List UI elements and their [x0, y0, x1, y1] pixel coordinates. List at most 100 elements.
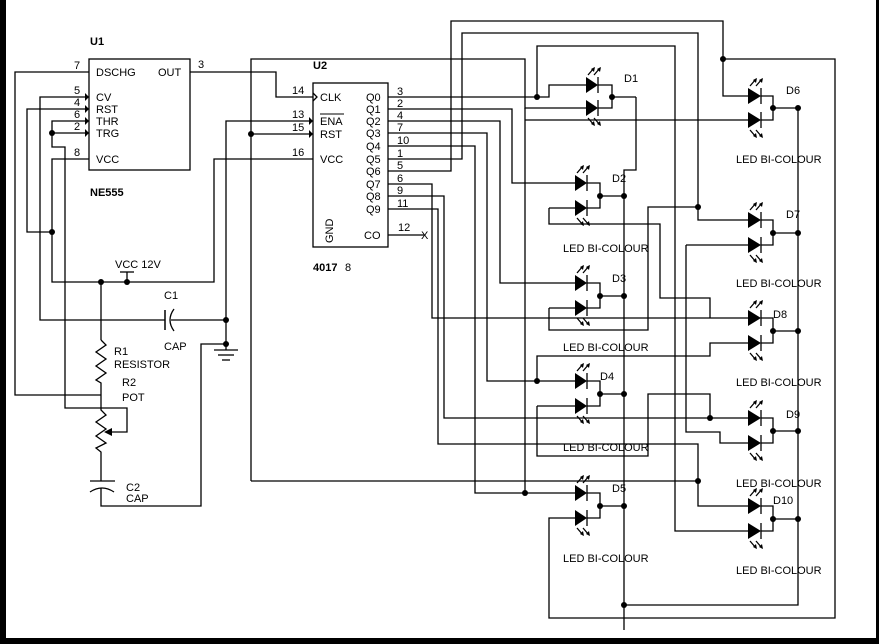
d4-loop [536, 393, 711, 457]
outer-loop [548, 58, 836, 619]
led-diode-icon [748, 335, 761, 351]
u1-pin-name: THR [96, 116, 119, 128]
c2-gnd-wire [100, 343, 226, 507]
junction-dot [621, 602, 627, 608]
emission-arrowhead [759, 400, 763, 405]
u2-output-number: 5 [397, 160, 403, 172]
q3-wire [388, 132, 575, 382]
u1-ref: U1 [90, 36, 104, 48]
u1-part: NE555 [90, 187, 124, 199]
emission-arrowhead [586, 221, 590, 226]
u1-pin-name: OUT [158, 67, 182, 79]
c2-curved-plate [89, 487, 115, 493]
led-ref: D6 [786, 85, 800, 97]
u2-pin-name: VCC [320, 154, 343, 166]
emission-arrowhead [753, 258, 757, 263]
c1-ref: C1 [164, 290, 178, 302]
u2-pin-number: 16 [292, 147, 304, 159]
led-type: LED BI-COLOUR [736, 565, 822, 577]
u2-4017-chip [312, 82, 389, 248]
c2-type: CAP [126, 493, 149, 505]
sheet-background [6, 0, 876, 638]
vcc-wire [51, 158, 313, 283]
r1-type: RESISTOR [114, 359, 170, 371]
d7-d9-wire [685, 245, 748, 444]
q6-wire [388, 20, 748, 172]
pin-arrow-icon [85, 117, 89, 125]
led-diode-icon [748, 523, 761, 539]
led-diode-icon [586, 77, 598, 93]
led-type: LED BI-COLOUR [736, 478, 822, 490]
left-common-bus [623, 97, 637, 630]
emission-arrowhead [759, 133, 763, 138]
emission-arrowhead [759, 258, 763, 263]
emission-arrowhead [759, 488, 763, 493]
c1-curved-plate [169, 308, 175, 332]
emission-arrowhead [759, 544, 763, 549]
u2-output-name: Q2 [366, 116, 381, 128]
emission-arrowhead [753, 456, 757, 461]
out-clk-wire [190, 71, 313, 98]
u2-pin-number: 15 [292, 122, 304, 134]
q5-wire [388, 32, 748, 221]
led-type: LED BI-COLOUR [563, 553, 649, 565]
led-diode-icon [575, 300, 587, 316]
u2-output-name: Q3 [366, 128, 381, 140]
emission-arrowhead [753, 300, 757, 305]
led-type: LED BI-COLOUR [736, 278, 822, 290]
d2-loop [548, 208, 711, 318]
led-diode-icon [748, 88, 761, 104]
u2-pin-number: 14 [292, 85, 304, 97]
u1-pin-number: 5 [74, 85, 80, 97]
u1-pin-name: TRG [96, 128, 119, 140]
emission-arrowhead [759, 78, 763, 83]
cv-wire [39, 96, 165, 321]
u2-output-name: Q4 [366, 141, 381, 153]
pin-arrow-icon [309, 130, 313, 138]
q7-wire [388, 183, 748, 319]
emission-arrowhead [591, 67, 595, 72]
led-ref: D10 [773, 495, 793, 507]
u2-part: 4017 [313, 262, 337, 274]
emission-arrowhead [753, 202, 757, 207]
u2-pin-name: CLK [320, 92, 342, 104]
u2-output-name: Q8 [366, 191, 381, 203]
led-diode-icon [575, 510, 587, 526]
u2-output-number: 11 [397, 198, 408, 210]
u1-pin-number: 7 [74, 60, 80, 72]
emission-arrowhead [753, 544, 757, 549]
u1-pin-name: VCC [96, 154, 119, 166]
u2-ref: U2 [313, 60, 327, 72]
emission-arrowhead [586, 363, 590, 368]
led-diode-icon [575, 200, 587, 216]
thr-trg-wire [51, 120, 128, 433]
emission-arrowhead [597, 67, 601, 72]
u2-output-number: 2 [397, 98, 403, 110]
emission-arrowhead [759, 356, 763, 361]
emission-arrowhead [753, 400, 757, 405]
components [85, 58, 763, 549]
r1-ref: R1 [114, 346, 128, 358]
c2-ref: C2 [126, 482, 140, 494]
q0-wire [388, 84, 586, 98]
labels: U1 NE555 DSCHG 7 CV 5 RST 4 THR 6 TRG 2 VCC 8 OUT 3 U2 40… [74, 36, 822, 577]
led-type: LED BI-COLOUR [563, 243, 649, 255]
led-diode-icon [575, 275, 587, 291]
pin-arrow-icon [309, 117, 313, 125]
u1-pin-number: 8 [74, 147, 80, 159]
emission-arrowhead [759, 202, 763, 207]
emission-arrowhead [586, 419, 590, 424]
led-diode-icon [748, 310, 761, 326]
u2-gnd-label: GND [324, 219, 336, 244]
d8b-wire [536, 342, 748, 381]
led-ref: D8 [773, 309, 787, 321]
u2-output-name: Q9 [366, 204, 381, 216]
rst-wire [26, 108, 89, 233]
u2-output-number: 4 [397, 110, 403, 122]
u2-pin-number: 13 [292, 109, 304, 121]
led-diode-icon [575, 175, 587, 191]
q4-wire [388, 145, 525, 494]
u1-pin-name: DSCHG [96, 67, 136, 79]
emission-arrowhead [580, 475, 584, 480]
